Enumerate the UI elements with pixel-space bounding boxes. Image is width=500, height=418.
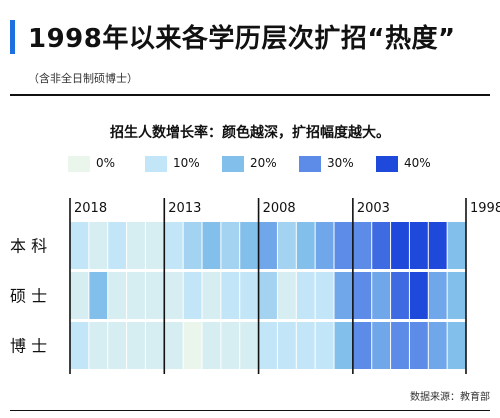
heatmap-cell	[447, 222, 466, 269]
row-label: 博 士	[10, 337, 47, 356]
heatmap-cell	[89, 272, 108, 319]
data-source: 数据来源：教育部	[410, 392, 490, 403]
legend-swatch	[376, 156, 398, 172]
heatmap-cell	[259, 222, 277, 269]
heatmap-cell	[127, 272, 145, 319]
heatmap-cell	[202, 272, 221, 319]
heatmap-cell	[89, 322, 108, 369]
heatmap-cell	[259, 272, 277, 319]
legend-label: 20%	[250, 156, 277, 170]
heatmap-cell	[240, 222, 259, 269]
legend-swatch	[145, 156, 167, 172]
heatmap-cell	[240, 272, 259, 319]
row-label: 硕 士	[10, 287, 47, 306]
heatmap-cell	[145, 322, 164, 369]
heatmap-cell	[221, 272, 240, 319]
heatmap-cell	[145, 222, 164, 269]
heatmap-cell	[127, 222, 145, 269]
heatmap-cell	[428, 222, 447, 269]
heatmap-cell	[372, 322, 391, 369]
heatmap-cell	[277, 322, 296, 369]
heatmap-cell	[428, 322, 447, 369]
heatmap-cell	[221, 222, 240, 269]
heatmap-cell	[353, 222, 372, 269]
bottom-divider	[10, 410, 490, 411]
legend-label: 0%	[96, 156, 116, 170]
heatmap-cell	[164, 272, 183, 319]
heatmap-cell	[296, 222, 315, 269]
heatmap-cell	[409, 272, 428, 319]
heatmap-cell	[353, 322, 372, 369]
heatmap-cell	[221, 322, 240, 369]
heatmap-cell	[183, 222, 202, 269]
heatmap-cell	[127, 322, 145, 369]
heatmap-cell	[183, 272, 202, 319]
chart-subtitle: （含非全日制硕博士）	[28, 72, 138, 85]
heatmap-cell	[240, 322, 259, 369]
heatmap-cell	[202, 222, 221, 269]
heatmap-cell	[391, 272, 409, 319]
heatmap-cell	[108, 222, 127, 269]
heatmap-cell	[164, 222, 183, 269]
heatmap-cell	[391, 322, 409, 369]
heatmap-cell	[108, 272, 127, 319]
legend-label: 30%	[327, 156, 354, 170]
top-divider	[10, 94, 490, 96]
heatmap-cell	[447, 272, 466, 319]
legend-swatch	[222, 156, 244, 172]
heatmap-cell	[70, 272, 89, 319]
legend-swatch	[68, 156, 90, 172]
heatmap-cell	[372, 272, 391, 319]
heatmap-cell	[145, 272, 164, 319]
heatmap-cell	[89, 222, 108, 269]
heatmap-cell	[315, 272, 334, 319]
heatmap-cell	[334, 222, 353, 269]
heatmap-cell	[428, 272, 447, 319]
heatmap-cell	[164, 322, 183, 369]
row-label: 本 科	[10, 237, 47, 256]
legend-label: 40%	[404, 156, 431, 170]
legend-label: 10%	[173, 156, 200, 170]
heatmap-cell	[296, 272, 315, 319]
heatmap-cell	[277, 272, 296, 319]
legend-title: 招生人数增长率：颜色越深，扩招幅度越大。	[110, 125, 390, 141]
heatmap-cell	[409, 222, 428, 269]
heatmap-cell	[334, 322, 353, 369]
heatmap-cell	[391, 222, 409, 269]
heatmap-cell	[334, 272, 353, 319]
heatmap-cell	[372, 222, 391, 269]
legend-swatch	[299, 156, 321, 172]
x-tick-label: 2013	[168, 201, 201, 216]
x-tick-label: 2003	[357, 201, 390, 216]
x-tick-label: 2008	[263, 201, 296, 216]
heatmap-cell	[259, 322, 277, 369]
heatmap-cell	[202, 322, 221, 369]
heatmap-cell	[70, 322, 89, 369]
heatmap-cell	[353, 272, 372, 319]
heatmap-cell	[409, 322, 428, 369]
x-tick-label: 2018	[74, 201, 107, 216]
heatmap-cell	[296, 322, 315, 369]
heatmap-cell	[183, 322, 202, 369]
heatmap-cell	[108, 322, 127, 369]
heatmap-cell	[70, 222, 89, 269]
x-tick-label: 1998	[470, 201, 500, 216]
heatmap-cell	[447, 322, 466, 369]
heatmap-cell	[277, 222, 296, 269]
chart-title: 1998年以来各学历层次扩招“热度”	[28, 24, 456, 54]
heatmap-cell	[315, 322, 334, 369]
title-accent-bar	[10, 20, 15, 54]
heatmap-cell	[315, 222, 334, 269]
